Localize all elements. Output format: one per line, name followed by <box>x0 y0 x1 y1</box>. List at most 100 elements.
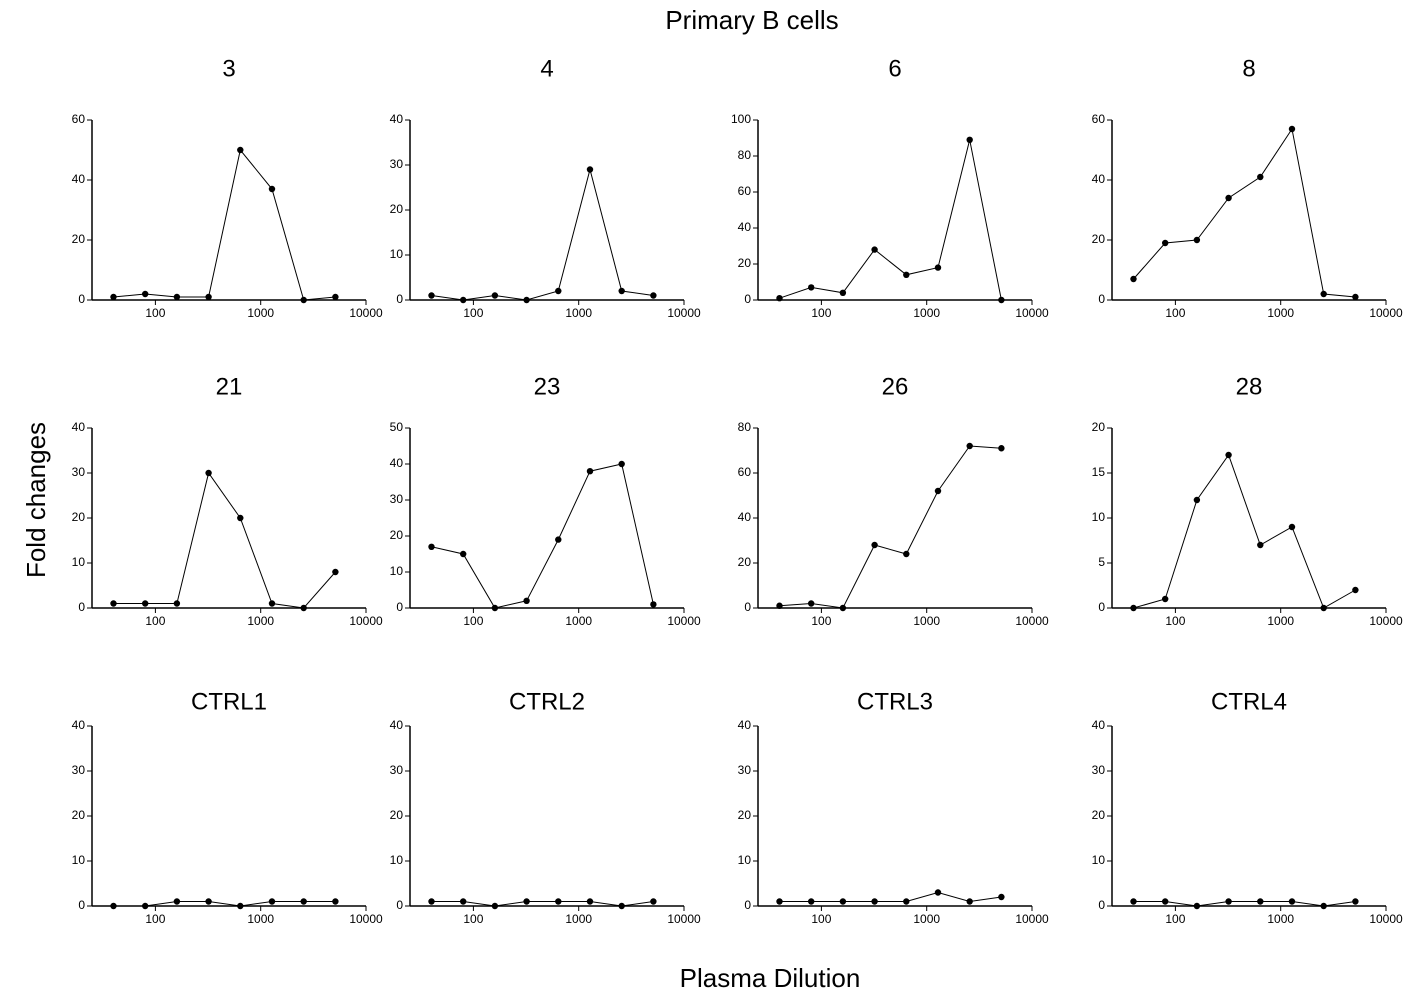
x-tick-label: 100 <box>463 306 483 320</box>
y-tick-label: 0 <box>744 292 751 306</box>
x-tick-label: 100 <box>1165 614 1185 628</box>
y-tick-label: 100 <box>731 112 751 126</box>
data-point <box>173 898 181 905</box>
panel-title: 26 <box>882 373 909 400</box>
y-tick-label: 20 <box>390 202 404 216</box>
y-tick-label: 0 <box>744 898 751 912</box>
x-tick-label: 10000 <box>1015 912 1049 926</box>
y-tick-label: 20 <box>1092 232 1106 246</box>
y-tick-label: 30 <box>390 763 404 777</box>
data-point <box>141 902 149 910</box>
y-tick-label: 0 <box>396 292 403 306</box>
panel-title: CTRL4 <box>1211 688 1287 715</box>
data-point <box>807 898 815 905</box>
data-point <box>205 469 212 477</box>
y-tick-label: 20 <box>1092 808 1106 822</box>
data-point <box>523 597 530 604</box>
data-point <box>586 166 594 173</box>
data-point <box>871 246 878 253</box>
data-point <box>1320 902 1327 910</box>
data-point <box>586 468 594 475</box>
x-tick-label: 10000 <box>349 614 383 628</box>
data-point <box>871 541 878 549</box>
y-tick-label: 0 <box>78 292 85 306</box>
data-point <box>1130 275 1137 283</box>
x-tick-label: 100 <box>463 614 483 628</box>
data-point <box>618 460 625 468</box>
panel-title: 8 <box>1242 55 1255 82</box>
y-tick-label: 30 <box>390 492 404 506</box>
x-tick-label: 100 <box>145 306 165 320</box>
y-tick-label: 15 <box>1092 465 1106 479</box>
data-point <box>1193 236 1201 244</box>
data-point <box>332 898 339 905</box>
y-tick-label: 30 <box>1092 763 1106 777</box>
data-point <box>428 898 435 905</box>
y-tick-label: 30 <box>72 763 86 777</box>
data-point <box>966 136 973 143</box>
panel-title: 21 <box>216 373 243 400</box>
data-line <box>113 471 336 609</box>
x-tick-label: 100 <box>1165 306 1185 320</box>
data-point <box>1288 523 1296 531</box>
y-tick-label: 40 <box>390 456 404 470</box>
y-tick-label: 0 <box>396 898 403 912</box>
x-tick-label: 1000 <box>1267 306 1294 320</box>
data-point <box>776 898 783 905</box>
panel-title: CTRL1 <box>191 688 267 715</box>
data-point <box>776 602 783 609</box>
y-tick-label: 20 <box>72 510 86 524</box>
x-tick-label: 100 <box>463 912 483 926</box>
y-tick-label: 40 <box>390 112 404 126</box>
data-point <box>650 898 657 905</box>
data-line <box>431 167 654 301</box>
panel-title: CTRL2 <box>509 688 585 715</box>
y-tick-label: 40 <box>72 420 86 434</box>
data-point <box>110 600 117 607</box>
data-line <box>1133 127 1356 298</box>
data-point <box>998 445 1005 452</box>
x-tick-label: 10000 <box>1369 912 1403 926</box>
y-tick-label: 10 <box>1092 853 1106 867</box>
data-point <box>268 600 276 607</box>
data-point <box>237 902 244 910</box>
x-tick-label: 1000 <box>565 912 592 926</box>
data-point <box>555 287 562 295</box>
y-tick-label: 50 <box>390 420 404 434</box>
y-tick-label: 80 <box>738 420 752 434</box>
y-tick-label: 5 <box>1098 555 1105 569</box>
y-tick-label: 40 <box>72 718 86 732</box>
y-tick-label: 60 <box>738 465 752 479</box>
x-tick-label: 1000 <box>247 614 274 628</box>
y-tick-label: 0 <box>1098 600 1105 614</box>
data-point <box>523 898 530 905</box>
data-point <box>1352 293 1359 301</box>
data-point <box>491 292 499 299</box>
y-tick-label: 10 <box>390 247 404 261</box>
data-point <box>618 287 625 295</box>
x-tick-label: 1000 <box>565 614 592 628</box>
data-point <box>966 898 973 905</box>
data-point <box>586 898 594 905</box>
figure-title: Primary B cells <box>665 5 838 35</box>
data-point <box>523 296 530 304</box>
data-point <box>491 604 499 612</box>
x-tick-label: 100 <box>811 306 831 320</box>
y-tick-label: 20 <box>72 232 86 246</box>
y-tick-label: 10 <box>738 853 752 867</box>
y-tick-label: 40 <box>390 718 404 732</box>
y-tick-label: 30 <box>390 157 404 171</box>
data-point <box>110 293 117 301</box>
data-point <box>903 271 910 278</box>
data-point <box>459 296 467 304</box>
data-point <box>300 296 307 304</box>
data-point <box>1161 595 1169 603</box>
y-tick-label: 10 <box>390 853 404 867</box>
y-tick-label: 10 <box>390 564 404 578</box>
x-tick-label: 100 <box>811 614 831 628</box>
data-point <box>173 600 181 607</box>
panel-title: 6 <box>888 55 901 82</box>
data-point <box>650 601 657 608</box>
data-point <box>332 568 339 576</box>
